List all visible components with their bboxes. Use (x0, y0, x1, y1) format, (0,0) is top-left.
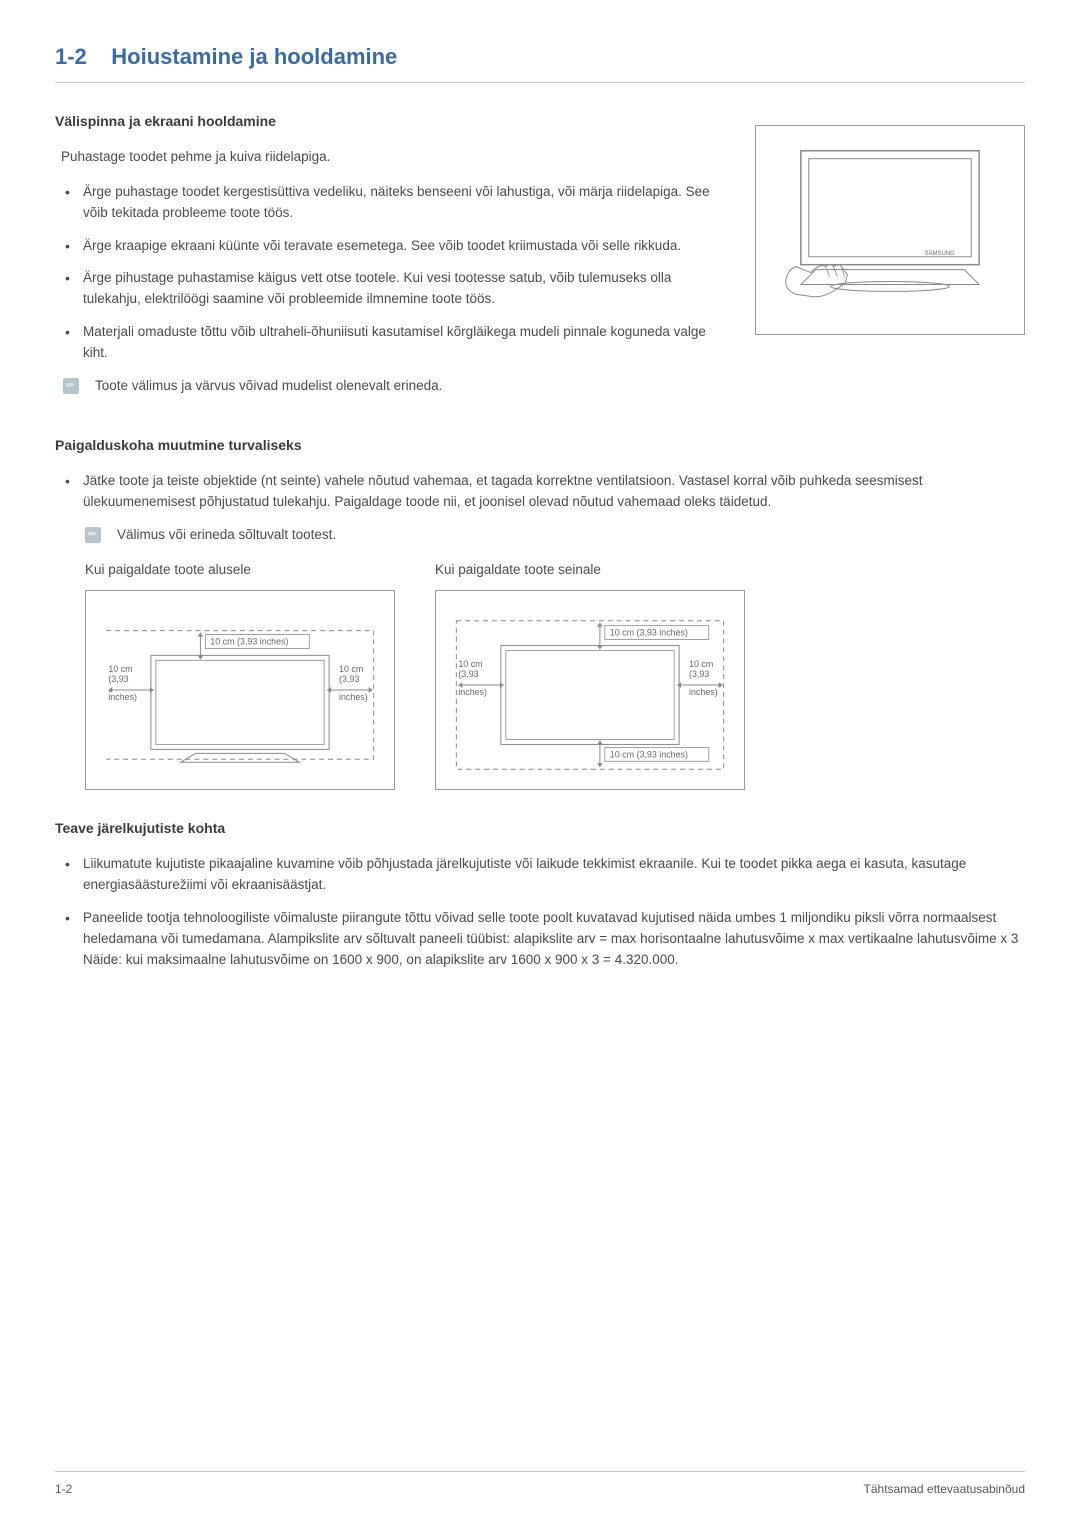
list-item: Ärge puhastage toodet kergestisüttiva ve… (63, 182, 715, 224)
stand-column: Kui paigaldate toote alusele 10 cm (3,93… (85, 560, 395, 791)
surface-note-text: Toote välimus ja värvus võivad mudelist … (95, 376, 442, 397)
section-heading: Hoiustamine ja hooldamine (111, 44, 397, 69)
surface-bullets: Ärge puhastage toodet kergestisüttiva ve… (63, 182, 715, 364)
svg-text:10 cm (3,93 inches): 10 cm (3,93 inches) (610, 628, 688, 638)
install-section: Paigalduskoha muutmine turvaliseks Jätke… (55, 435, 1025, 790)
svg-text:10 cm (3,93 inches): 10 cm (3,93 inches) (610, 750, 688, 760)
surface-text: Välispinna ja ekraani hooldamine Puhasta… (55, 105, 715, 405)
pencil-icon (85, 527, 101, 543)
list-item: Materjali omaduste tõttu võib ultraheli-… (63, 322, 715, 364)
svg-text:SAMSUNG: SAMSUNG (925, 251, 955, 257)
measure-label: 10 cm (3,93 inches) (210, 637, 288, 647)
wall-clearance-diagram: 10 cm (3,93 inches) 10 cm (3,93 inches) … (435, 590, 745, 790)
list-item: Ärge pihustage puhastamise käigus vett o… (63, 268, 715, 310)
afterimage-section: Teave järelkujutiste kohta Liikumatute k… (55, 818, 1025, 970)
install-heading: Paigalduskoha muutmine turvaliseks (55, 435, 1025, 457)
section-number: 1-2 (55, 44, 87, 69)
svg-text:(3,93: (3,93 (689, 670, 709, 680)
footer-left: 1-2 (55, 1480, 72, 1499)
stand-caption: Kui paigaldate toote alusele (85, 560, 395, 581)
monitor-cleaning-illustration: SAMSUNG (755, 125, 1025, 335)
pencil-icon (63, 378, 79, 394)
wall-column: Kui paigaldate toote seinale 10 cm (3,93… (435, 560, 745, 791)
svg-text:10 cm: 10 cm (108, 665, 132, 675)
install-note-row: Välimus või erineda sõltuvalt tootest. (85, 525, 1025, 546)
surface-heading: Välispinna ja ekraani hooldamine (55, 111, 715, 133)
list-item: Liikumatute kujutiste pikaajaline kuvami… (63, 854, 1025, 896)
svg-text:10 cm: 10 cm (689, 660, 713, 670)
surface-note-row: Toote välimus ja värvus võivad mudelist … (63, 376, 715, 397)
list-item: Paneelide tootja tehnoloogiliste võimalu… (63, 908, 1025, 971)
svg-text:inches): inches) (458, 687, 487, 697)
svg-text:(3,93: (3,93 (458, 670, 478, 680)
svg-text:10 cm: 10 cm (458, 660, 482, 670)
install-note-text: Välimus või erineda sõltuvalt tootest. (117, 525, 336, 546)
footer-right: Tähtsamad ettevaatusabinõud (864, 1480, 1025, 1499)
afterimage-bullets: Liikumatute kujutiste pikaajaline kuvami… (63, 854, 1025, 971)
section-title: 1-2 Hoiustamine ja hooldamine (55, 40, 1025, 83)
page-footer: 1-2 Tähtsamad ettevaatusabinõud (55, 1471, 1025, 1499)
surface-care-block: Välispinna ja ekraani hooldamine Puhasta… (55, 105, 1025, 405)
afterimage-heading: Teave järelkujutiste kohta (55, 818, 1025, 840)
svg-text:inches): inches) (689, 687, 718, 697)
svg-text:(3,93: (3,93 (108, 675, 128, 685)
svg-text:inches): inches) (108, 692, 137, 702)
install-diagrams: Kui paigaldate toote alusele 10 cm (3,93… (85, 560, 1025, 791)
svg-text:10 cm: 10 cm (339, 665, 363, 675)
svg-text:(3,93: (3,93 (339, 675, 359, 685)
surface-intro: Puhastage toodet pehme ja kuiva riidelap… (61, 147, 715, 168)
list-item: Jätke toote ja teiste objektide (nt sein… (63, 471, 1025, 513)
svg-text:inches): inches) (339, 692, 368, 702)
install-bullets: Jätke toote ja teiste objektide (nt sein… (63, 471, 1025, 513)
stand-clearance-diagram: 10 cm (3,93 inches) 10 cm (3,93 . inches… (85, 590, 395, 790)
wall-caption: Kui paigaldate toote seinale (435, 560, 745, 581)
list-item: Ärge kraapige ekraani küünte või teravat… (63, 236, 715, 257)
